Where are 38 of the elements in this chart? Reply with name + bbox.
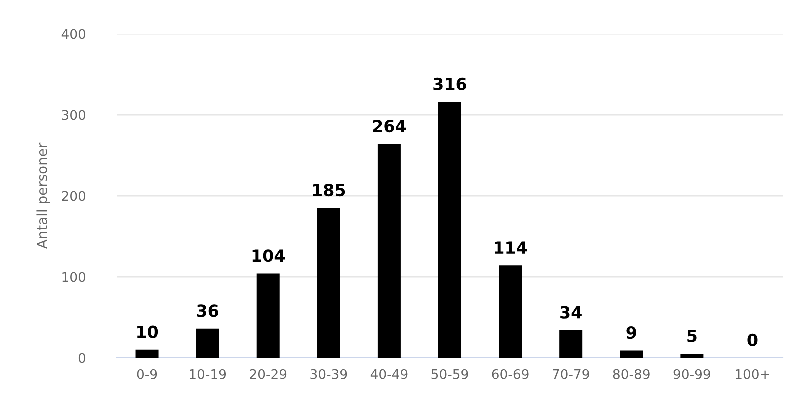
data-label: 9: [626, 326, 636, 340]
y-tick-label: 0: [78, 353, 86, 364]
y-tick-label: 100: [62, 272, 86, 282]
data-label: 10: [138, 326, 158, 338]
x-tick-label: 80-89: [613, 369, 650, 380]
x-tick-label: 40-49: [370, 369, 408, 380]
data-label: 34: [560, 306, 582, 319]
y-tick-label: 300: [62, 110, 86, 120]
y-tick-label: 200: [62, 191, 86, 202]
x-tick-label: 60-69: [492, 369, 529, 380]
data-label: 36: [197, 304, 219, 318]
x-tick-label: 90-99: [674, 369, 710, 380]
x-tick-label: 20-29: [250, 369, 287, 380]
data-label: 104: [252, 250, 285, 262]
bar: [196, 328, 220, 358]
bar: [680, 354, 704, 358]
data-label: 264: [373, 120, 406, 133]
data-label: 316: [434, 78, 466, 90]
data-label: 185: [313, 184, 346, 197]
y-axis-title: Antall personer: [36, 142, 50, 250]
x-tick-label: 0-9: [137, 369, 158, 380]
bar: [620, 350, 644, 358]
y-tick-label: 400: [62, 29, 86, 40]
bar: [438, 102, 462, 358]
bar: [136, 350, 159, 358]
bar: [378, 144, 401, 358]
bar: [317, 208, 340, 358]
data-label: 0: [748, 334, 758, 346]
bar: [499, 266, 522, 358]
bar: [256, 274, 280, 358]
x-tick-label: 30-39: [310, 369, 348, 380]
bar: [560, 330, 583, 358]
x-tick-label: 50-59: [432, 369, 468, 380]
data-label: 114: [495, 242, 528, 254]
data-label: 5: [688, 330, 697, 342]
x-tick-label: 70-79: [553, 369, 590, 380]
x-tick-label: 100+: [736, 369, 770, 380]
x-tick-label: 10-19: [190, 369, 226, 380]
